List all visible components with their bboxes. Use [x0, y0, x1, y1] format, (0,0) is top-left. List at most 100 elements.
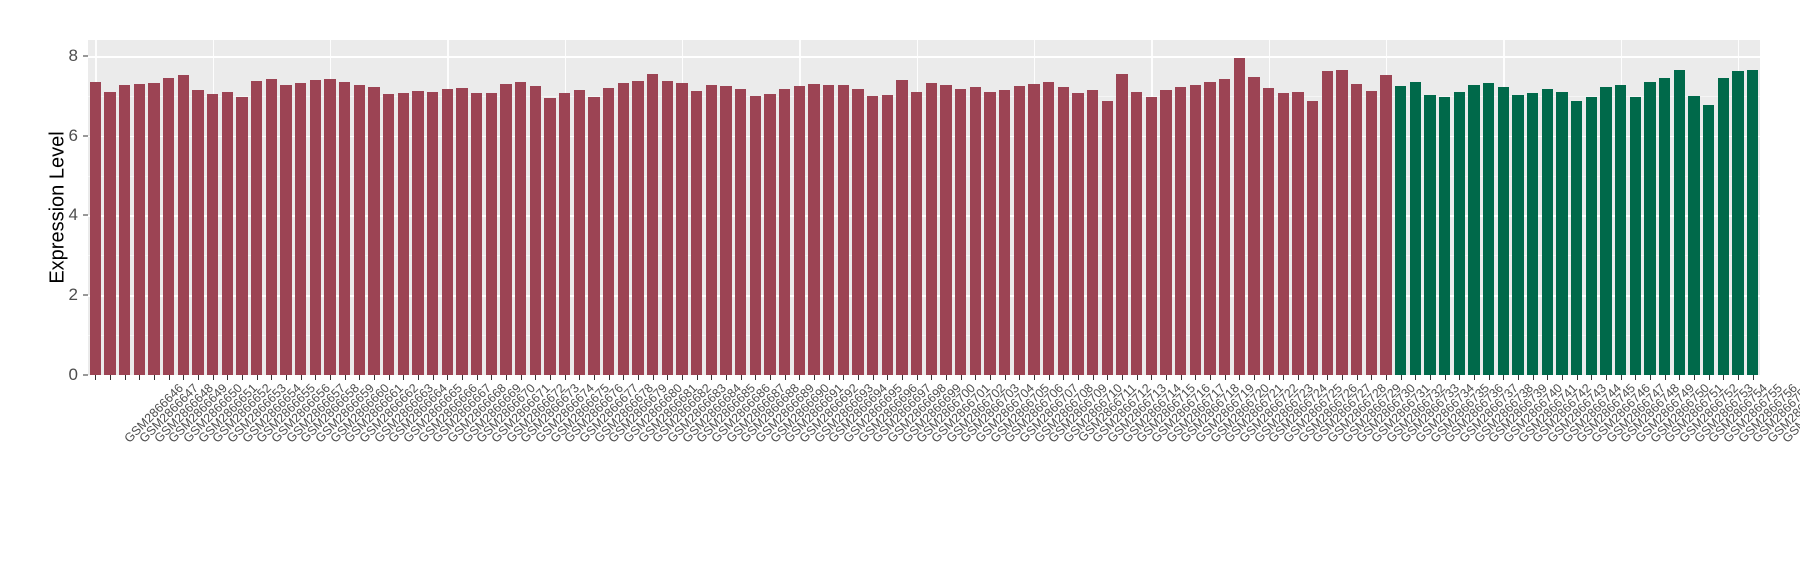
bar: [793, 86, 805, 375]
x-axis-tick-mark: [1532, 375, 1534, 380]
x-axis-tick-mark: [1180, 375, 1182, 380]
x-axis-tick-mark: [168, 375, 170, 380]
bar: [1336, 69, 1348, 375]
x-axis-tick-mark: [550, 375, 551, 380]
x-axis-tick-mark: [1195, 375, 1197, 380]
x-axis-tick-mark: [1224, 375, 1226, 380]
x-axis-tick-mark: [696, 375, 698, 380]
bar: [735, 88, 747, 375]
x-axis-tick-mark: [344, 375, 346, 380]
bar: [1644, 82, 1656, 375]
x-axis-tick-mark: [1048, 375, 1050, 380]
x-axis-tick-mark: [315, 375, 317, 380]
bar: [999, 90, 1011, 375]
x-axis-tick-mark: [139, 375, 141, 380]
x-axis-tick-mark: [1488, 375, 1490, 380]
bar: [339, 81, 351, 375]
x-axis-tick-mark: [946, 375, 947, 380]
bar: [500, 83, 512, 375]
bar: [940, 85, 952, 375]
x-axis-tick-mark: [1122, 375, 1123, 380]
x-axis-tick-mark: [1518, 375, 1519, 380]
bar: [1556, 91, 1568, 375]
y-axis-ticks: 0 2 4 6 8: [58, 40, 88, 384]
bar: [1585, 97, 1597, 375]
x-axis-tick-mark: [1400, 375, 1402, 380]
x-axis-tick-mark: [1254, 375, 1255, 380]
bar: [867, 95, 879, 375]
bar: [412, 91, 424, 375]
bar: [661, 81, 673, 375]
x-axis-tick-mark: [1078, 375, 1079, 380]
bar: [955, 88, 967, 375]
gridline-minor: [88, 175, 1760, 177]
x-axis-tick-mark: [1430, 375, 1431, 380]
x-axis-tick-mark: [491, 375, 493, 380]
bar: [544, 98, 556, 375]
x-axis-tick-mark: [1107, 375, 1109, 380]
x-axis-tick-mark: [198, 375, 199, 380]
bar: [1277, 93, 1289, 375]
bar: [295, 83, 307, 375]
x-axis-tick-mark: [1386, 375, 1387, 380]
bar: [397, 92, 409, 375]
y-axis-tick-label: 2: [68, 285, 78, 305]
y-axis-tick-label: 8: [68, 45, 78, 65]
bar: [1600, 87, 1612, 375]
bar: [265, 79, 277, 375]
x-axis-tick-mark: [1415, 375, 1417, 380]
x-axis-tick-mark: [579, 375, 581, 380]
x-axis-tick-mark: [95, 375, 97, 380]
bar: [529, 85, 541, 375]
x-axis-tick-mark: [183, 375, 185, 380]
x-axis-tick-mark: [1063, 375, 1065, 380]
bar: [1468, 84, 1480, 375]
x-axis-tick-mark: [124, 375, 126, 380]
x-axis-tick-mark: [1312, 375, 1314, 380]
x-axis-tick-mark: [1034, 375, 1035, 380]
x-axis-tick-mark: [1210, 375, 1211, 380]
bar: [823, 85, 835, 375]
bar: [1629, 96, 1641, 375]
bar: [1659, 78, 1671, 375]
x-axis-tick-mark: [330, 375, 331, 380]
x-axis-tick-mark: [1620, 375, 1622, 380]
bar: [705, 85, 717, 375]
bar: [1013, 86, 1025, 375]
bar: [1292, 91, 1304, 375]
x-axis-tick-mark: [154, 375, 155, 380]
x-axis-tick-mark: [388, 375, 390, 380]
bar: [383, 93, 395, 375]
x-axis-tick-mark: [271, 375, 273, 380]
bar: [1571, 100, 1583, 375]
bar: [1101, 100, 1113, 375]
x-axis-tick-mark: [1650, 375, 1651, 380]
x-axis-tick-mark: [916, 375, 918, 380]
x-axis-tick-mark: [359, 375, 361, 380]
y-axis-tick-label: 6: [68, 125, 78, 145]
x-axis-tick-mark: [1723, 375, 1725, 380]
bar: [1732, 71, 1744, 375]
bar: [573, 89, 585, 375]
x-axis-tick-mark: [1474, 375, 1475, 380]
bar: [427, 91, 439, 375]
x-axis-tick-mark: [462, 375, 463, 380]
x-axis-tick-mark: [418, 375, 419, 380]
bar: [1541, 88, 1553, 375]
bar: [1409, 82, 1421, 375]
y-axis-tick-mark: [83, 294, 88, 296]
y-axis-tick-mark: [83, 135, 88, 137]
bar: [353, 84, 365, 375]
x-axis-tick-mark: [1239, 375, 1241, 380]
x-axis-tick-mark: [1459, 375, 1461, 380]
bar: [969, 87, 981, 375]
x-axis-tick-mark: [1371, 375, 1373, 380]
x-axis-tick-mark: [726, 375, 727, 380]
bar: [104, 91, 116, 375]
bar: [471, 93, 483, 375]
bars-layer: [88, 40, 1760, 375]
bar: [89, 81, 101, 375]
x-axis-tick-mark: [652, 375, 654, 380]
bar: [559, 92, 571, 375]
